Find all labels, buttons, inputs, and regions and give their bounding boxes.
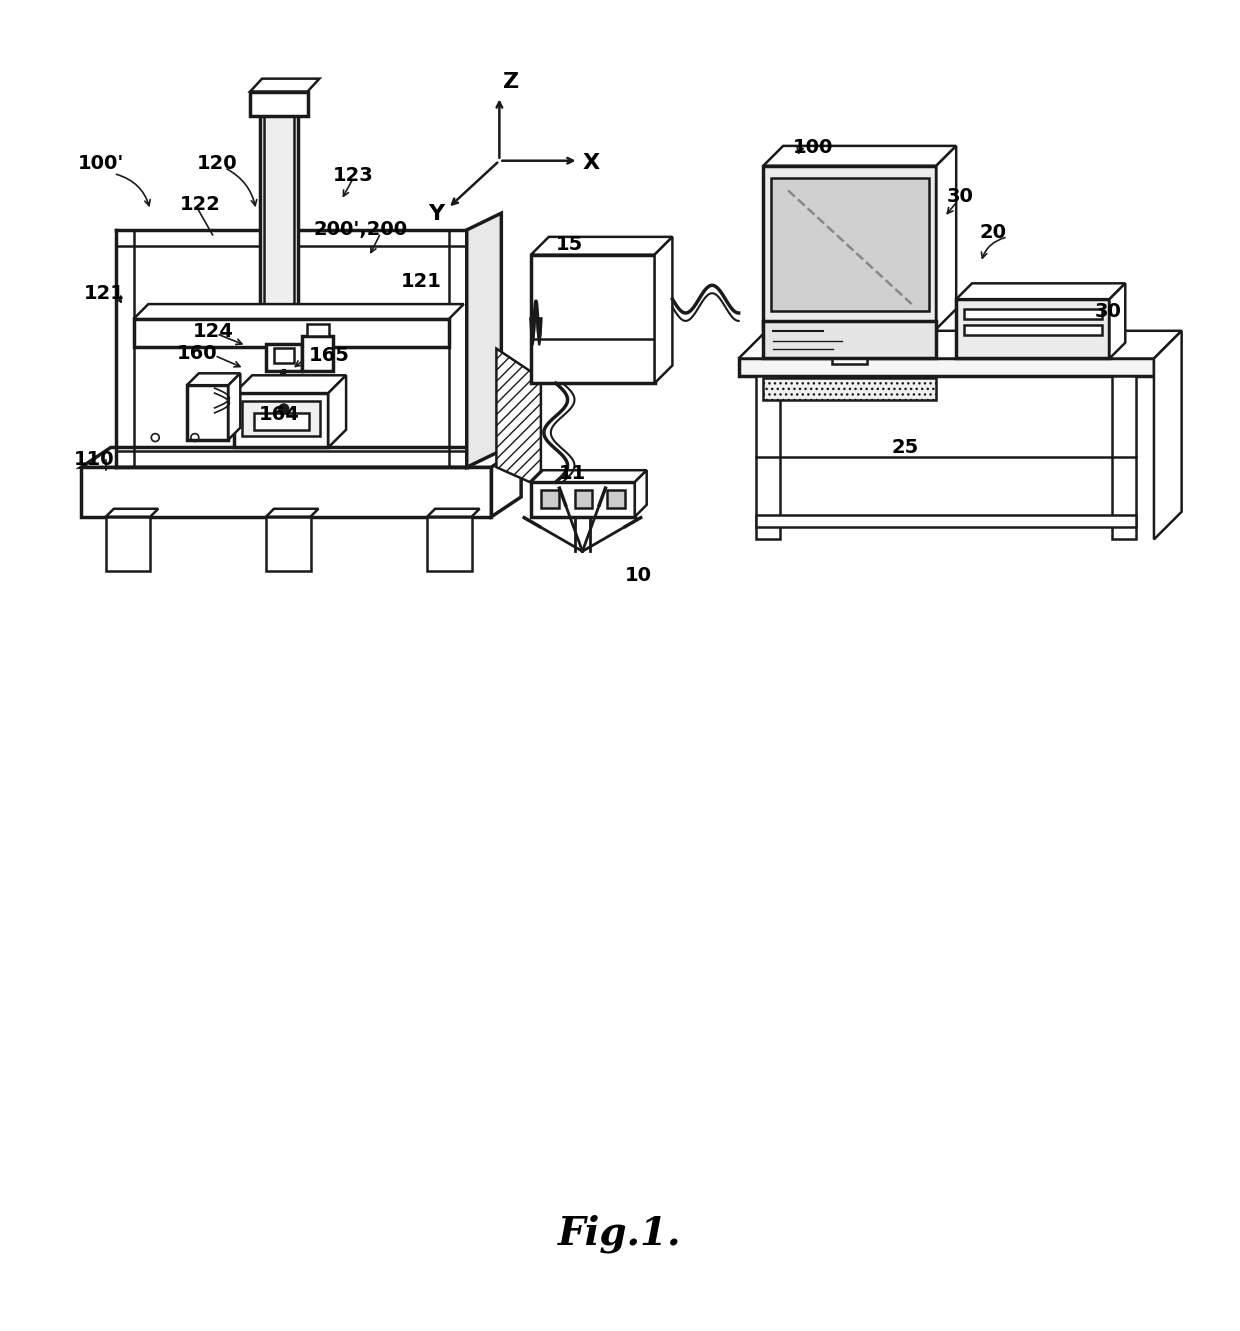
Bar bbox=[531, 482, 635, 516]
Polygon shape bbox=[531, 237, 672, 254]
Text: X: X bbox=[583, 153, 600, 173]
Polygon shape bbox=[956, 284, 1125, 299]
Polygon shape bbox=[936, 146, 956, 329]
Text: 123: 123 bbox=[334, 165, 374, 185]
Text: 15: 15 bbox=[556, 234, 583, 254]
Text: 25: 25 bbox=[892, 438, 919, 457]
Polygon shape bbox=[228, 373, 241, 439]
Bar bbox=[134, 319, 449, 346]
Bar bbox=[764, 329, 936, 346]
Bar bbox=[608, 490, 625, 508]
Bar bbox=[254, 413, 309, 430]
Text: 30: 30 bbox=[1095, 302, 1121, 321]
Bar bbox=[739, 358, 1154, 377]
Circle shape bbox=[279, 405, 289, 414]
Text: 100': 100' bbox=[78, 154, 124, 173]
Text: 160: 160 bbox=[177, 343, 218, 362]
Polygon shape bbox=[1154, 331, 1182, 539]
Text: 164: 164 bbox=[259, 405, 300, 425]
Bar bbox=[771, 177, 929, 311]
Polygon shape bbox=[466, 213, 501, 467]
Polygon shape bbox=[134, 303, 464, 319]
Polygon shape bbox=[764, 146, 956, 165]
Polygon shape bbox=[250, 79, 320, 92]
Bar bbox=[274, 347, 294, 363]
Polygon shape bbox=[105, 508, 159, 516]
Bar bbox=[234, 393, 329, 447]
Bar bbox=[260, 87, 298, 329]
Text: 121: 121 bbox=[84, 285, 125, 303]
Bar bbox=[541, 490, 559, 508]
Bar bbox=[756, 377, 780, 539]
Polygon shape bbox=[234, 375, 346, 393]
Polygon shape bbox=[187, 373, 241, 385]
Polygon shape bbox=[329, 375, 346, 447]
Bar bbox=[264, 91, 294, 325]
Bar bbox=[105, 516, 150, 571]
Polygon shape bbox=[267, 508, 319, 516]
Text: 10: 10 bbox=[625, 566, 652, 586]
Polygon shape bbox=[531, 470, 647, 482]
Bar bbox=[832, 346, 867, 365]
Bar bbox=[81, 467, 491, 516]
Bar bbox=[764, 321, 936, 358]
Bar bbox=[428, 516, 471, 571]
Text: 100: 100 bbox=[794, 138, 833, 157]
Polygon shape bbox=[81, 447, 521, 467]
Bar bbox=[1112, 377, 1136, 539]
Text: Z: Z bbox=[503, 72, 520, 92]
Bar bbox=[187, 385, 228, 439]
Text: Y: Y bbox=[428, 204, 444, 224]
Bar bbox=[267, 343, 301, 371]
Text: Fig.1.: Fig.1. bbox=[558, 1214, 682, 1252]
Bar bbox=[764, 165, 936, 329]
Bar bbox=[574, 490, 593, 508]
Bar bbox=[756, 515, 1136, 527]
Text: 122: 122 bbox=[180, 196, 221, 214]
Text: 30: 30 bbox=[946, 188, 973, 206]
Bar bbox=[531, 254, 655, 383]
Bar bbox=[267, 516, 310, 571]
Polygon shape bbox=[739, 331, 1182, 358]
Bar bbox=[242, 401, 320, 435]
Bar bbox=[965, 325, 1101, 335]
Text: 124: 124 bbox=[193, 322, 233, 341]
Text: 20: 20 bbox=[980, 224, 1007, 242]
Polygon shape bbox=[635, 470, 647, 516]
Text: 120: 120 bbox=[197, 154, 237, 173]
Text: 121: 121 bbox=[401, 273, 441, 291]
Polygon shape bbox=[1110, 284, 1125, 358]
Text: 165: 165 bbox=[309, 346, 350, 365]
Polygon shape bbox=[428, 508, 480, 516]
Text: 200',200: 200',200 bbox=[314, 220, 408, 240]
Polygon shape bbox=[655, 237, 672, 383]
Polygon shape bbox=[496, 349, 541, 487]
Text: 11: 11 bbox=[559, 465, 587, 483]
Text: 110: 110 bbox=[74, 450, 115, 470]
Bar bbox=[956, 299, 1110, 358]
Polygon shape bbox=[491, 447, 521, 516]
Bar bbox=[764, 378, 936, 401]
Bar bbox=[965, 309, 1101, 319]
Polygon shape bbox=[306, 323, 330, 335]
Bar bbox=[301, 335, 334, 371]
Polygon shape bbox=[250, 92, 308, 116]
